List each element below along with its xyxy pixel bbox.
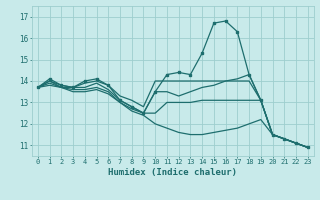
X-axis label: Humidex (Indice chaleur): Humidex (Indice chaleur) [108,168,237,177]
